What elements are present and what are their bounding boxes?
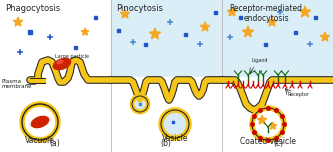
- Polygon shape: [269, 122, 277, 129]
- Circle shape: [22, 104, 58, 140]
- Bar: [222, 77, 333, 152]
- Circle shape: [30, 112, 50, 132]
- Bar: [238, 16, 241, 19]
- Text: Receptor-mediated
endocytosis: Receptor-mediated endocytosis: [229, 4, 302, 23]
- Circle shape: [161, 110, 189, 138]
- Bar: [139, 103, 141, 105]
- Polygon shape: [242, 26, 254, 37]
- Bar: [0, 0, 111, 152]
- Ellipse shape: [53, 58, 71, 70]
- Bar: [111, 0, 222, 77]
- Text: Ligand: Ligand: [252, 58, 268, 63]
- Bar: [30, 78, 45, 83]
- Ellipse shape: [31, 116, 49, 128]
- Text: Plasma
membrane: Plasma membrane: [2, 79, 33, 89]
- Polygon shape: [320, 32, 330, 41]
- Polygon shape: [267, 17, 277, 26]
- Ellipse shape: [57, 60, 63, 64]
- Bar: [222, 0, 333, 77]
- Text: Vacuole: Vacuole: [25, 136, 55, 145]
- Text: (b): (b): [161, 139, 171, 148]
- Bar: [213, 10, 216, 14]
- Text: Receptor: Receptor: [288, 92, 310, 97]
- Text: Phagocytosis: Phagocytosis: [5, 4, 60, 13]
- Text: (a): (a): [50, 139, 60, 148]
- Bar: [172, 121, 174, 123]
- Circle shape: [252, 108, 284, 140]
- Bar: [28, 30, 32, 34]
- Bar: [117, 29, 120, 31]
- Bar: [94, 16, 97, 19]
- Bar: [144, 43, 147, 45]
- Text: Vesicle: Vesicle: [162, 134, 188, 143]
- Polygon shape: [257, 115, 267, 124]
- Bar: [293, 31, 296, 33]
- Polygon shape: [299, 6, 311, 17]
- Text: Large particle: Large particle: [55, 54, 89, 59]
- Polygon shape: [227, 7, 237, 16]
- Text: Pinocytosis: Pinocytosis: [117, 4, 164, 13]
- Polygon shape: [120, 9, 130, 18]
- Polygon shape: [13, 17, 23, 26]
- Bar: [263, 43, 266, 45]
- Bar: [74, 45, 77, 48]
- Ellipse shape: [30, 115, 50, 129]
- Bar: [111, 77, 222, 152]
- Text: (c): (c): [273, 139, 283, 148]
- Text: Coated vesicle: Coated vesicle: [240, 137, 296, 146]
- Bar: [313, 16, 316, 19]
- Polygon shape: [149, 28, 161, 39]
- Polygon shape: [81, 28, 89, 35]
- Polygon shape: [200, 22, 210, 31]
- Circle shape: [132, 96, 148, 112]
- Bar: [183, 33, 186, 36]
